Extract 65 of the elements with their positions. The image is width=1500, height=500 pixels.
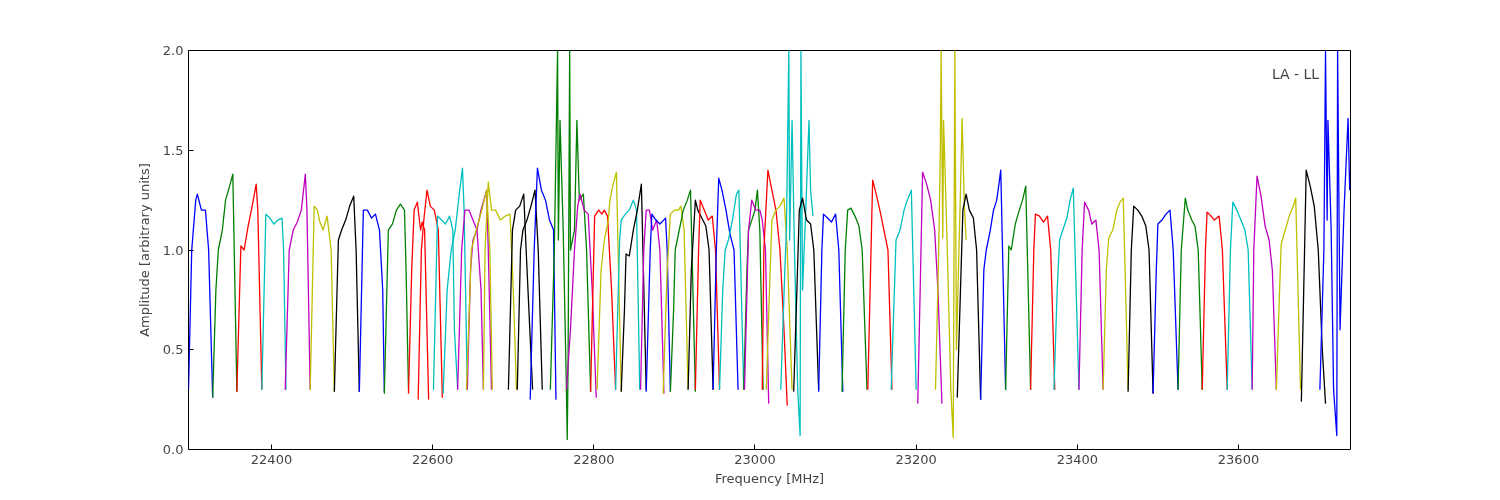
line-series: [1053, 187, 1080, 391]
line-series: [589, 209, 617, 393]
y-axis-title: Amplitude [arbitrary units]: [136, 163, 152, 337]
y-tick-label: 1.5: [162, 142, 184, 158]
annotation: LA - LL: [1271, 66, 1320, 83]
line-series: [639, 209, 665, 395]
line-series: [890, 189, 917, 391]
x-tick-label: 22800: [573, 451, 615, 467]
line-series: [1177, 197, 1203, 391]
x-tick-label: 23000: [734, 451, 776, 467]
line-series: [1102, 197, 1129, 391]
x-tick-label: 23600: [1217, 451, 1260, 467]
y-tick-label: 1.0: [162, 242, 184, 258]
line-series: [694, 199, 721, 391]
line-series: [1201, 211, 1228, 391]
line-series: [1029, 213, 1056, 391]
line-series: [358, 209, 385, 393]
line-series: [1275, 197, 1302, 391]
line-series: [261, 213, 287, 391]
x-tick-label: 23400: [1056, 451, 1099, 467]
line-series: [793, 197, 820, 393]
line-series: [718, 189, 745, 391]
line-series: [956, 193, 982, 401]
line-series: [712, 177, 739, 391]
line-series: [780, 50, 814, 437]
x-tick-label: 22400: [250, 451, 293, 467]
line-series: [549, 50, 592, 441]
line-series: [645, 213, 672, 393]
x-tick-label: 23200: [895, 451, 937, 467]
line-series: [212, 173, 238, 399]
line-series: [818, 213, 844, 393]
y-tick-label: 0.5: [162, 342, 184, 358]
x-axis-title: Frequency [MHz]: [714, 470, 825, 486]
line-series: [529, 167, 557, 401]
line-series: [761, 169, 788, 407]
line-series: [934, 50, 967, 439]
line-series: [620, 183, 647, 393]
line-series: [1152, 209, 1179, 395]
line-series: [1251, 175, 1278, 391]
line-series: [1004, 185, 1032, 391]
line-series: [1127, 205, 1154, 395]
line-series: [333, 195, 360, 393]
line-series: [236, 183, 263, 393]
line-series: [1300, 169, 1327, 405]
line-series: [687, 199, 714, 391]
y-tick-label: 2.0: [162, 43, 184, 58]
x-tick-label: 22600: [411, 451, 454, 467]
line-series: [841, 207, 868, 393]
line-series: [565, 193, 597, 399]
line-series: [743, 199, 770, 405]
line-series: [309, 205, 335, 393]
y-tick-label: 0.0: [162, 442, 184, 457]
line-series: [765, 197, 793, 391]
line-series: [614, 199, 641, 391]
line-series: [1319, 50, 1351, 437]
line-series: [1078, 201, 1104, 391]
line-series: [669, 189, 697, 393]
line-series: [979, 169, 1007, 401]
line-series: [383, 203, 410, 395]
line-series: [1226, 201, 1253, 391]
line-series: [284, 173, 311, 391]
line-series: [596, 171, 622, 393]
line-series: [917, 171, 943, 405]
line-series: [867, 179, 893, 391]
line-series: [662, 205, 689, 395]
